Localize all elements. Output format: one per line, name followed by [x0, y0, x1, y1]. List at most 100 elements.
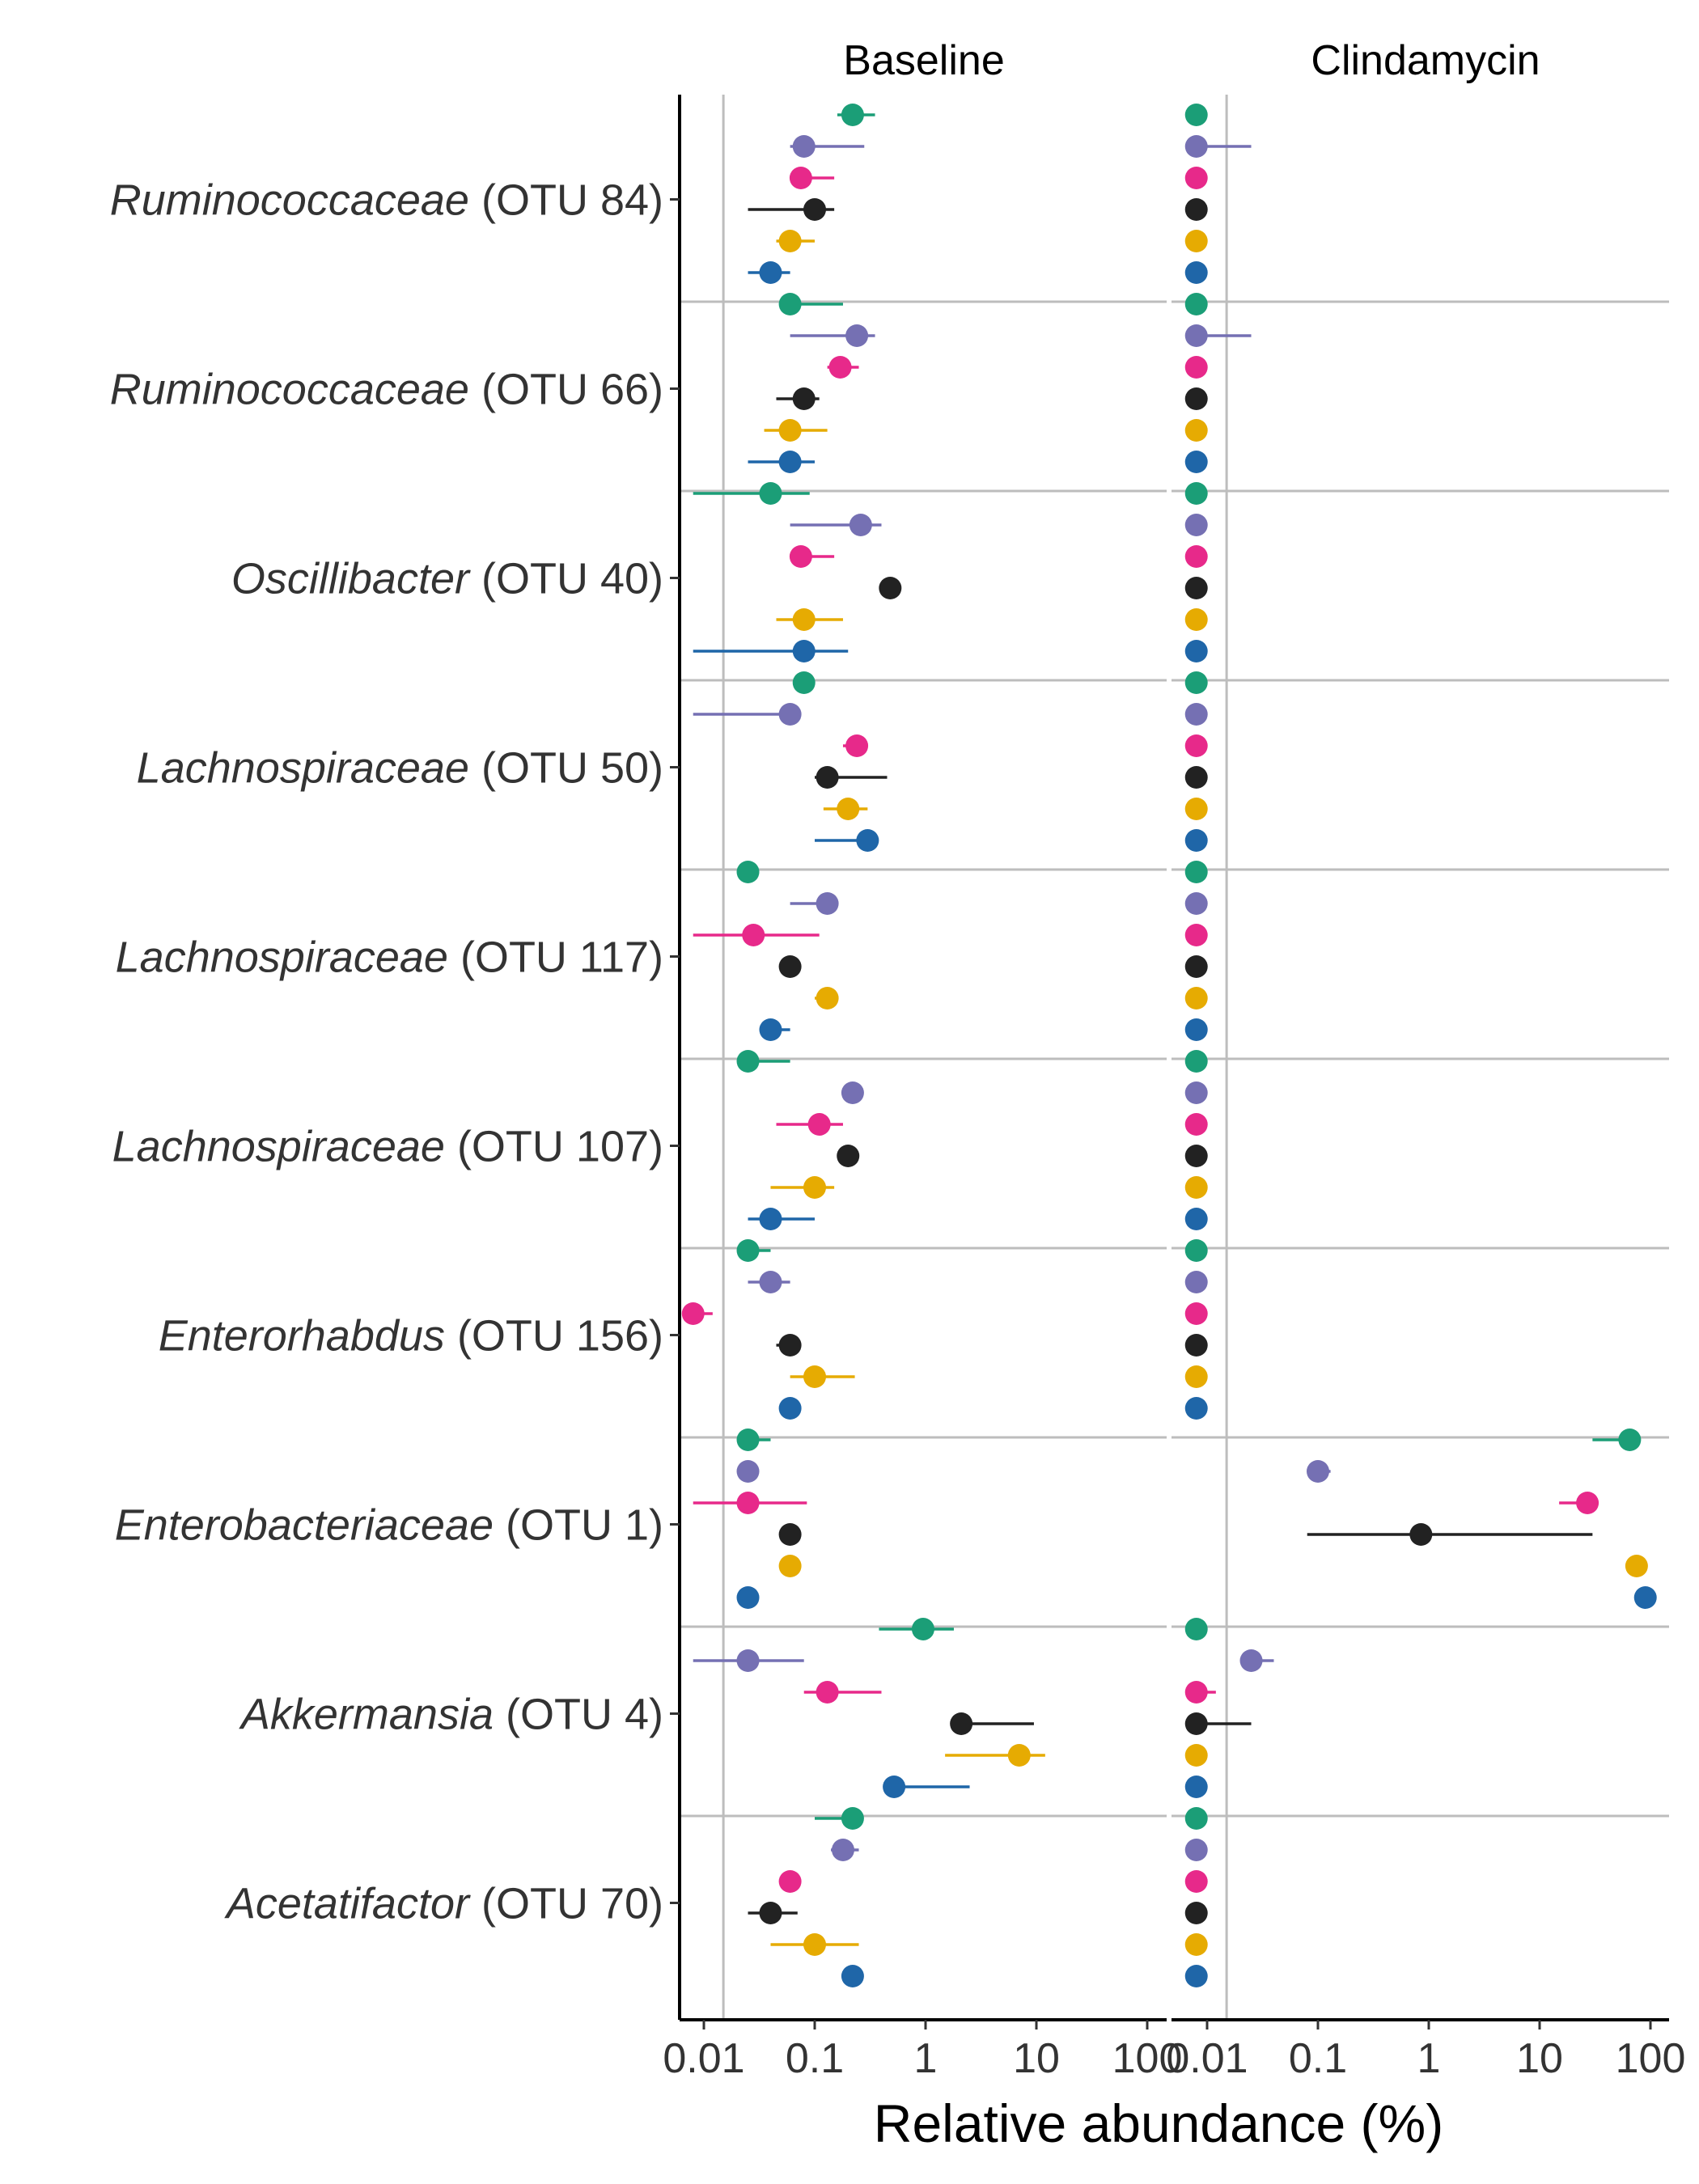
data-point	[1184, 861, 1208, 883]
data-points	[681, 104, 1657, 1987]
data-point	[736, 1239, 760, 1262]
row-label-taxon: Ruminococcaceae	[110, 366, 481, 414]
data-point	[837, 798, 860, 820]
data-point	[1184, 482, 1208, 505]
data-point	[816, 766, 839, 789]
row-label-otu: (OTU 66)	[481, 366, 663, 414]
row-label-otu: (OTU 1)	[506, 1501, 663, 1550]
row-label-taxon: Lachnospiraceae	[112, 1123, 457, 1171]
data-point	[1184, 1365, 1208, 1388]
data-point	[778, 1555, 802, 1577]
data-point	[778, 1523, 802, 1546]
data-point	[1184, 1113, 1208, 1136]
data-point	[1618, 1428, 1642, 1451]
data-point	[759, 1208, 782, 1230]
data-point	[856, 829, 879, 852]
data-point	[1184, 451, 1208, 473]
data-point	[1184, 1776, 1208, 1798]
data-point	[736, 1428, 760, 1451]
data-point	[1184, 1839, 1208, 1861]
x-tick-label: 0.1	[1289, 2035, 1347, 2082]
data-point	[1184, 104, 1208, 126]
x-tick-label: 0.01	[1166, 2035, 1248, 2082]
data-point	[792, 608, 816, 631]
data-point	[911, 1618, 934, 1640]
data-point	[1184, 734, 1208, 757]
data-point	[759, 261, 782, 284]
data-point	[736, 1460, 760, 1483]
data-point	[816, 892, 839, 915]
data-point	[1184, 514, 1208, 536]
data-point	[845, 324, 869, 347]
data-point	[1184, 1712, 1208, 1735]
data-point	[1184, 1397, 1208, 1420]
data-point	[841, 1807, 864, 1830]
data-point	[841, 104, 864, 126]
data-point	[1184, 261, 1208, 284]
data-point	[803, 1365, 826, 1388]
data-point	[816, 987, 839, 1009]
data-point	[792, 135, 816, 158]
data-point	[807, 1113, 831, 1136]
data-point	[736, 1586, 760, 1609]
row-label-otu: (OTU 50)	[481, 744, 663, 793]
facet-title-baseline: Baseline	[843, 37, 1004, 84]
x-tick-label: 0.1	[786, 2035, 844, 2082]
row-label-taxon: Enterorhabdus	[159, 1312, 457, 1361]
row-label-otu: (OTU 4)	[506, 1691, 663, 1739]
row-label-otu: (OTU 117)	[460, 933, 663, 982]
row-label-taxon: Oscillibacter	[231, 555, 481, 603]
data-point	[837, 1145, 860, 1167]
error-bars	[693, 113, 1630, 1946]
data-point	[1184, 1176, 1208, 1199]
data-point	[1184, 1870, 1208, 1893]
data-point	[1184, 1145, 1208, 1167]
row-label: Lachnospiraceae (OTU 50)	[137, 744, 663, 793]
data-point	[759, 1902, 782, 1924]
data-point	[1625, 1555, 1648, 1577]
data-point	[1184, 230, 1208, 252]
row-label-taxon: Enterobacteriaceae	[115, 1501, 506, 1550]
data-point	[803, 198, 826, 221]
x-tick-label: 10	[1013, 2035, 1060, 2082]
x-tick-label: 1	[914, 2035, 938, 2082]
data-point	[1307, 1460, 1329, 1483]
data-point	[1409, 1523, 1433, 1546]
data-point	[1184, 198, 1208, 221]
row-label: Acetatifactor (OTU 70)	[224, 1880, 663, 1928]
x-tick-label: 1	[1417, 2035, 1441, 2082]
facet-title-clindamycin: Clindamycin	[1311, 37, 1540, 84]
data-point	[1184, 167, 1208, 189]
x-tick-label: 100	[1112, 2035, 1183, 2082]
row-label-taxon: Akkermansia	[239, 1691, 506, 1739]
data-point	[841, 1081, 864, 1104]
row-label-otu: (OTU 70)	[481, 1880, 663, 1928]
row-label-otu: (OTU 156)	[457, 1312, 663, 1361]
data-point	[1184, 703, 1208, 726]
data-point	[778, 419, 802, 442]
data-point	[778, 451, 802, 473]
data-point	[759, 1271, 782, 1293]
row-label: Akkermansia (OTU 4)	[239, 1691, 663, 1739]
data-point	[778, 955, 802, 978]
data-point	[1184, 1334, 1208, 1357]
data-point	[828, 356, 852, 379]
data-point	[1184, 135, 1208, 158]
data-point	[736, 861, 760, 883]
data-point	[778, 1397, 802, 1420]
data-point	[1184, 955, 1208, 978]
data-point	[1184, 1902, 1208, 1924]
data-point	[1184, 924, 1208, 946]
row-label: Enterorhabdus (OTU 156)	[159, 1312, 663, 1361]
row-label: Ruminococcaceae (OTU 84)	[110, 176, 663, 225]
row-separators	[680, 300, 1669, 1818]
data-point	[1184, 1050, 1208, 1073]
data-point	[759, 482, 782, 505]
row-label-taxon: Acetatifactor	[224, 1880, 481, 1928]
data-point	[1184, 987, 1208, 1009]
data-point	[1184, 608, 1208, 631]
data-point	[1184, 1807, 1208, 1830]
data-point	[1184, 1208, 1208, 1230]
gridlines	[722, 95, 1228, 2020]
